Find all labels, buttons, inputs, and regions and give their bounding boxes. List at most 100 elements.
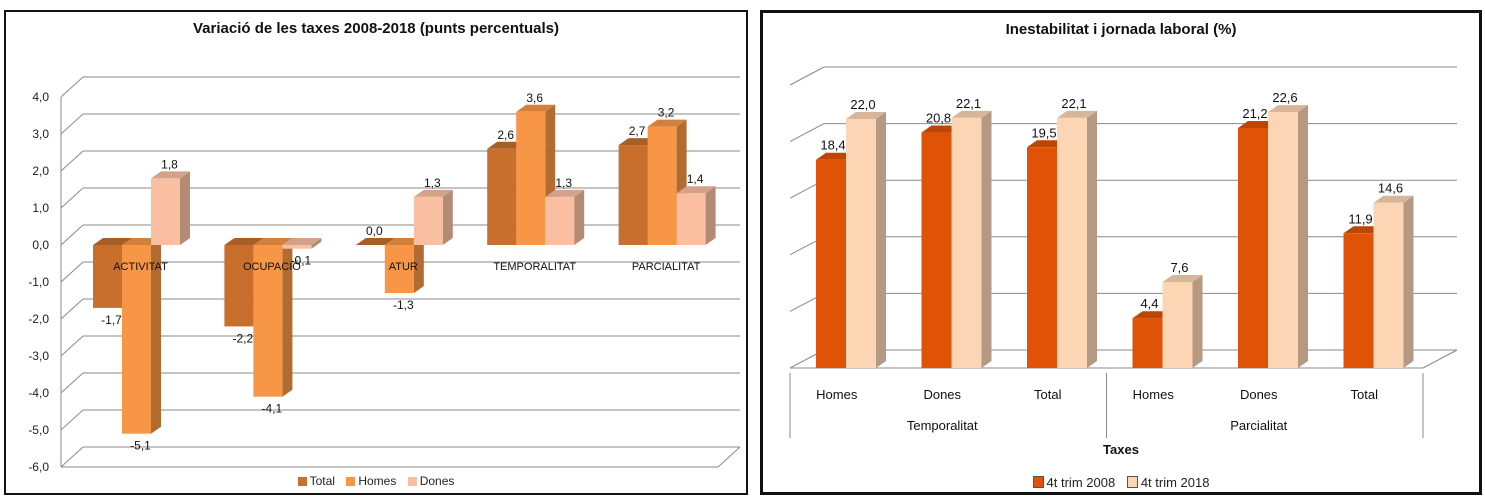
bar-total-top (224, 238, 264, 245)
bar-dones (676, 193, 706, 245)
data-label: 1,3 (555, 176, 572, 190)
category-label: TEMPORALITAT (493, 261, 576, 273)
right-chart-title: Inestabilitat i jornada laboral (%) (1005, 21, 1237, 38)
data-label: -1,3 (393, 298, 414, 312)
category-label: Total (1034, 387, 1062, 402)
data-label: 1,3 (424, 176, 441, 190)
category-label: Homes (816, 387, 858, 402)
bar-homes (384, 245, 414, 294)
gridline-depth (789, 123, 825, 143)
category-label: PARCIALITAT (632, 261, 701, 273)
group-label: Parcialitat (1230, 418, 1287, 433)
gridline-depth (60, 187, 84, 209)
data-label: 2,6 (497, 128, 514, 142)
bar-2018-side (876, 111, 886, 369)
bar-2008 (1027, 147, 1057, 368)
right-chart-plot: 18,4 22,0 Homes 20,8 22,1 Dones 19,5 22,1 Total 4… (789, 66, 1458, 438)
bar-2008 (1343, 233, 1374, 368)
data-label: 18,4 (820, 138, 845, 153)
y-tick-label: -3,0 (28, 349, 49, 363)
group-label: Temporalitat (907, 418, 978, 433)
gridline-depth (60, 446, 84, 468)
right-chart-panel: Inestabilitat i jornada laboral (%) 18,4… (760, 10, 1482, 495)
legend-swatch-2018 (1126, 476, 1138, 488)
data-label: 1,4 (687, 172, 704, 186)
category-label: OCUPACIÓ (243, 260, 301, 273)
bar-total (618, 145, 648, 245)
data-label: -2,2 (233, 331, 254, 345)
bar-2018 (951, 117, 982, 368)
y-tick-label: 3,0 (32, 127, 49, 141)
legend-label-total: Total (309, 474, 335, 488)
bar-total (93, 245, 122, 308)
y-tick-label: -5,0 (28, 423, 49, 437)
right-chart-legend: 4t trim 2008 4t trim 2018 (763, 475, 1479, 490)
data-label: 22,1 (956, 96, 981, 111)
bar-homes-top (516, 104, 556, 112)
data-label: -4,1 (262, 402, 283, 416)
bar-homes-top (253, 238, 293, 245)
data-label: -1,7 (101, 313, 122, 327)
gridline-depth (60, 372, 84, 394)
bar-dones-side (574, 189, 585, 245)
bar-dones-top (413, 189, 453, 197)
bar-2018 (1373, 202, 1404, 368)
bar-2008 (816, 159, 846, 368)
data-label: 19,5 (1031, 125, 1056, 140)
bar-dones (282, 245, 312, 249)
y-tick-label: -4,0 (28, 386, 49, 400)
data-label: 22,1 (1061, 96, 1086, 111)
gridline-depth (60, 261, 84, 283)
bar-homes-side (282, 238, 293, 397)
bar-2018-side (981, 110, 992, 368)
category-label: ATUR (389, 261, 418, 273)
bar-total-top (355, 238, 395, 245)
legend-label-2018: 4t trim 2018 (1140, 475, 1210, 490)
bar-2018-top (1268, 105, 1308, 113)
category-label: ACTIVITAT (113, 261, 168, 273)
left-chart-title: Variació de les taxes 2008-2018 (punts p… (192, 20, 559, 37)
gridline-depth (60, 150, 84, 172)
bar-total (224, 245, 254, 327)
bar-dones-side (442, 189, 453, 245)
y-tick-label: -1,0 (28, 275, 49, 289)
data-label: -0,1 (291, 254, 312, 268)
bar-dones-side (311, 238, 322, 249)
bar-2008 (921, 132, 952, 368)
bar-2018-side (1087, 110, 1097, 368)
data-label: 14,6 (1378, 181, 1403, 196)
data-label: 20,8 (926, 111, 951, 126)
data-label: 1,8 (161, 157, 178, 171)
data-label: 2,7 (629, 124, 646, 138)
data-label: 3,2 (658, 106, 675, 120)
data-label: 0,0 (366, 224, 383, 238)
bar-2018 (1268, 112, 1298, 368)
legend-item-homes: Homes (346, 474, 396, 488)
data-label: 21,2 (1242, 106, 1267, 121)
bar-2018 (1057, 117, 1087, 368)
y-tick-label: 1,0 (32, 201, 49, 215)
bar-2018 (1162, 281, 1193, 368)
gridline-depth (60, 76, 84, 98)
bar-2018-top (951, 110, 992, 118)
legend-item-2008: 4t trim 2008 (1032, 475, 1116, 490)
x-axis-floor-depth (1422, 349, 1458, 369)
bar-homes (253, 245, 283, 397)
bar-2018-top (1373, 195, 1414, 203)
data-label: 22,0 (850, 97, 875, 112)
legend-label-dones: Dones (419, 474, 455, 488)
right-chart-xlabel: Taxes (1103, 442, 1139, 457)
x-axis-floor-depth (717, 446, 741, 468)
left-chart-plot: 4,0 3,0 2,0 1,0 0,0 -1,0 -2,0 -3,0 -4,0 -5,0 -6,0 -… (28, 76, 741, 474)
category-label: Homes (1133, 387, 1175, 402)
bar-2008 (1132, 318, 1163, 368)
bar-homes (516, 111, 546, 245)
gridline-depth (60, 409, 84, 431)
legend-swatch-dones (407, 477, 417, 486)
bar-dones (545, 196, 575, 245)
bar-2018-side (1403, 195, 1414, 368)
bar-2008 (1238, 128, 1268, 368)
data-label: 4,4 (1140, 296, 1158, 311)
legend-label-2008: 4t trim 2008 (1046, 475, 1116, 490)
bar-2018-top (1057, 110, 1097, 118)
